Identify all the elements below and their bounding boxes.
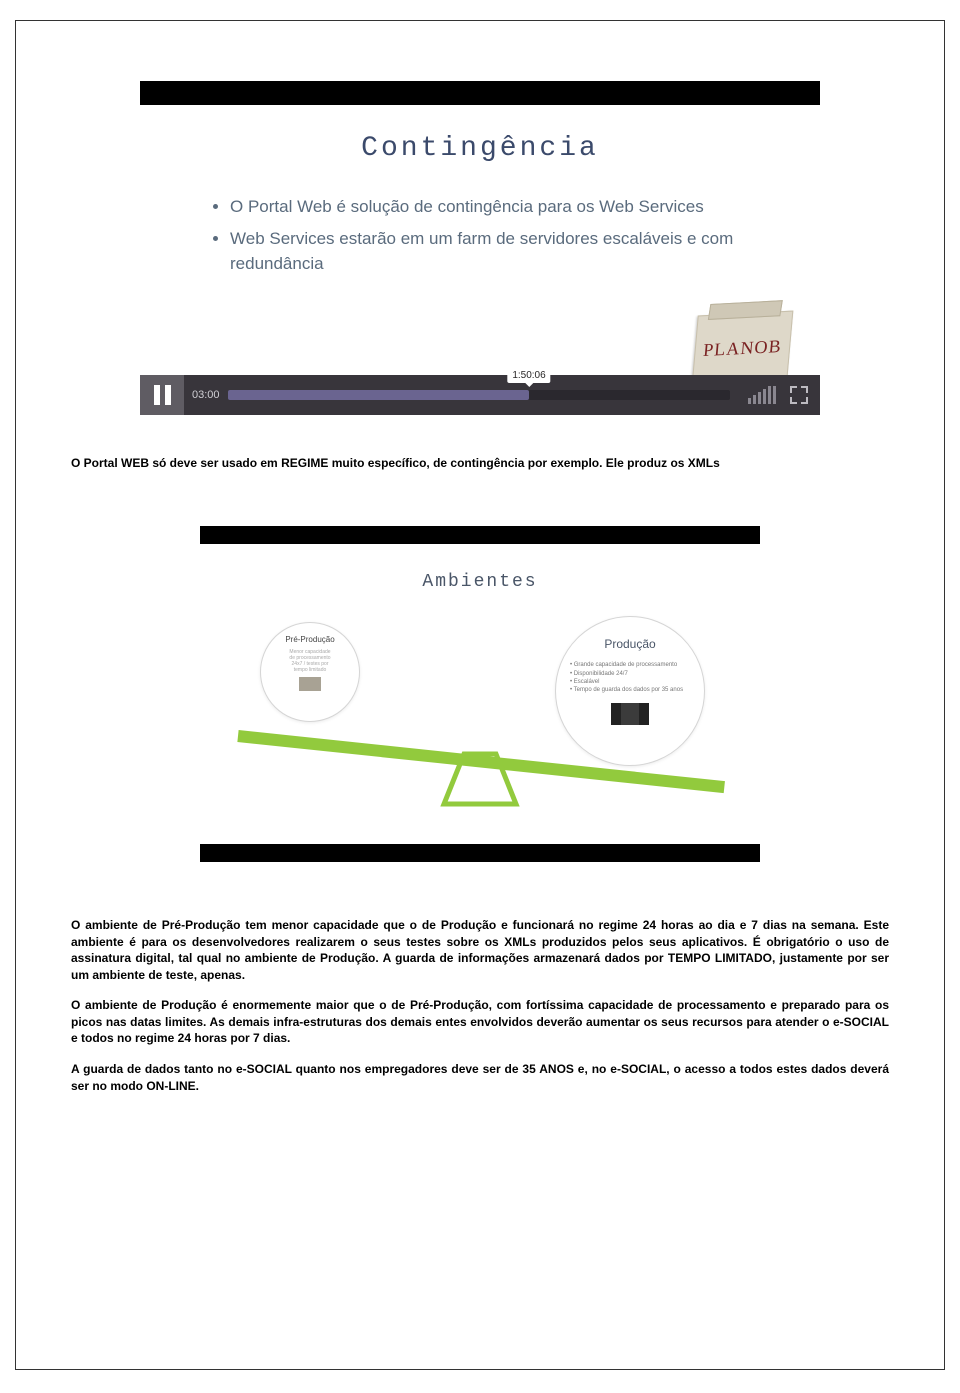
balance-diagram: Pré-Produção Menor capacidadede processa… (200, 622, 760, 842)
pause-button[interactable] (140, 375, 184, 415)
video-controls-bar: 03:00 1:50:06 (140, 375, 820, 415)
volume-indicator[interactable] (748, 386, 776, 404)
prod-l3: • Escalável (570, 678, 690, 686)
prod-l4: • Tempo de guarda dos dados por 35 anos (570, 686, 690, 694)
document-page: Contingência O Portal Web é solução de c… (15, 20, 945, 1370)
video-player-1: Contingência O Portal Web é solução de c… (140, 81, 820, 415)
video-letterbox-top (140, 81, 820, 105)
caption-1: O Portal WEB só deve ser usado em REGIME… (71, 455, 889, 471)
prod-head: Produção (570, 637, 690, 651)
slide1-bullet-2: Web Services estarão em um farm de servi… (230, 226, 780, 277)
paragraph-1: O ambiente de Pré-Produção tem menor cap… (71, 917, 889, 983)
slide-contingencia: Contingência O Portal Web é solução de c… (140, 105, 820, 375)
seek-bar[interactable]: 1:50:06 (228, 390, 730, 400)
seek-progress (228, 390, 529, 400)
prod-l1: • Grande capacidade de processamento (570, 661, 690, 669)
pre-icon (299, 677, 321, 691)
elapsed-time: 03:00 (192, 389, 220, 401)
paragraph-3: A guarda de dados tanto no e-SOCIAL quan… (71, 1061, 889, 1094)
seek-tooltip: 1:50:06 (507, 368, 550, 383)
plan-b-folder-icon: PLANOB (692, 311, 794, 375)
servers-icon (613, 703, 647, 725)
slide1-bullet-1: O Portal Web é solução de contingência p… (230, 194, 780, 220)
slide1-title: Contingência (180, 133, 780, 164)
fullscreen-icon[interactable] (790, 386, 808, 404)
slide1-bullet-list: O Portal Web é solução de contingência p… (180, 194, 780, 277)
pre-producao-node: Pré-Produção Menor capacidadede processa… (260, 622, 360, 722)
video-player-2: Ambientes Pré-Produção Menor capacidaded… (200, 526, 760, 862)
pre-head: Pré-Produção (269, 635, 351, 644)
slide2-title: Ambientes (200, 544, 760, 592)
slide-ambientes: Ambientes Pré-Produção Menor capacidaded… (200, 544, 760, 844)
paragraph-2: O ambiente de Produção é enormemente mai… (71, 997, 889, 1047)
video2-letterbox-top (200, 526, 760, 544)
video2-letterbox-bottom (200, 844, 760, 862)
producao-node: Produção • Grande capacidade de processa… (555, 616, 705, 766)
prod-l2: • Disponibilidade 24/7 (570, 670, 690, 678)
